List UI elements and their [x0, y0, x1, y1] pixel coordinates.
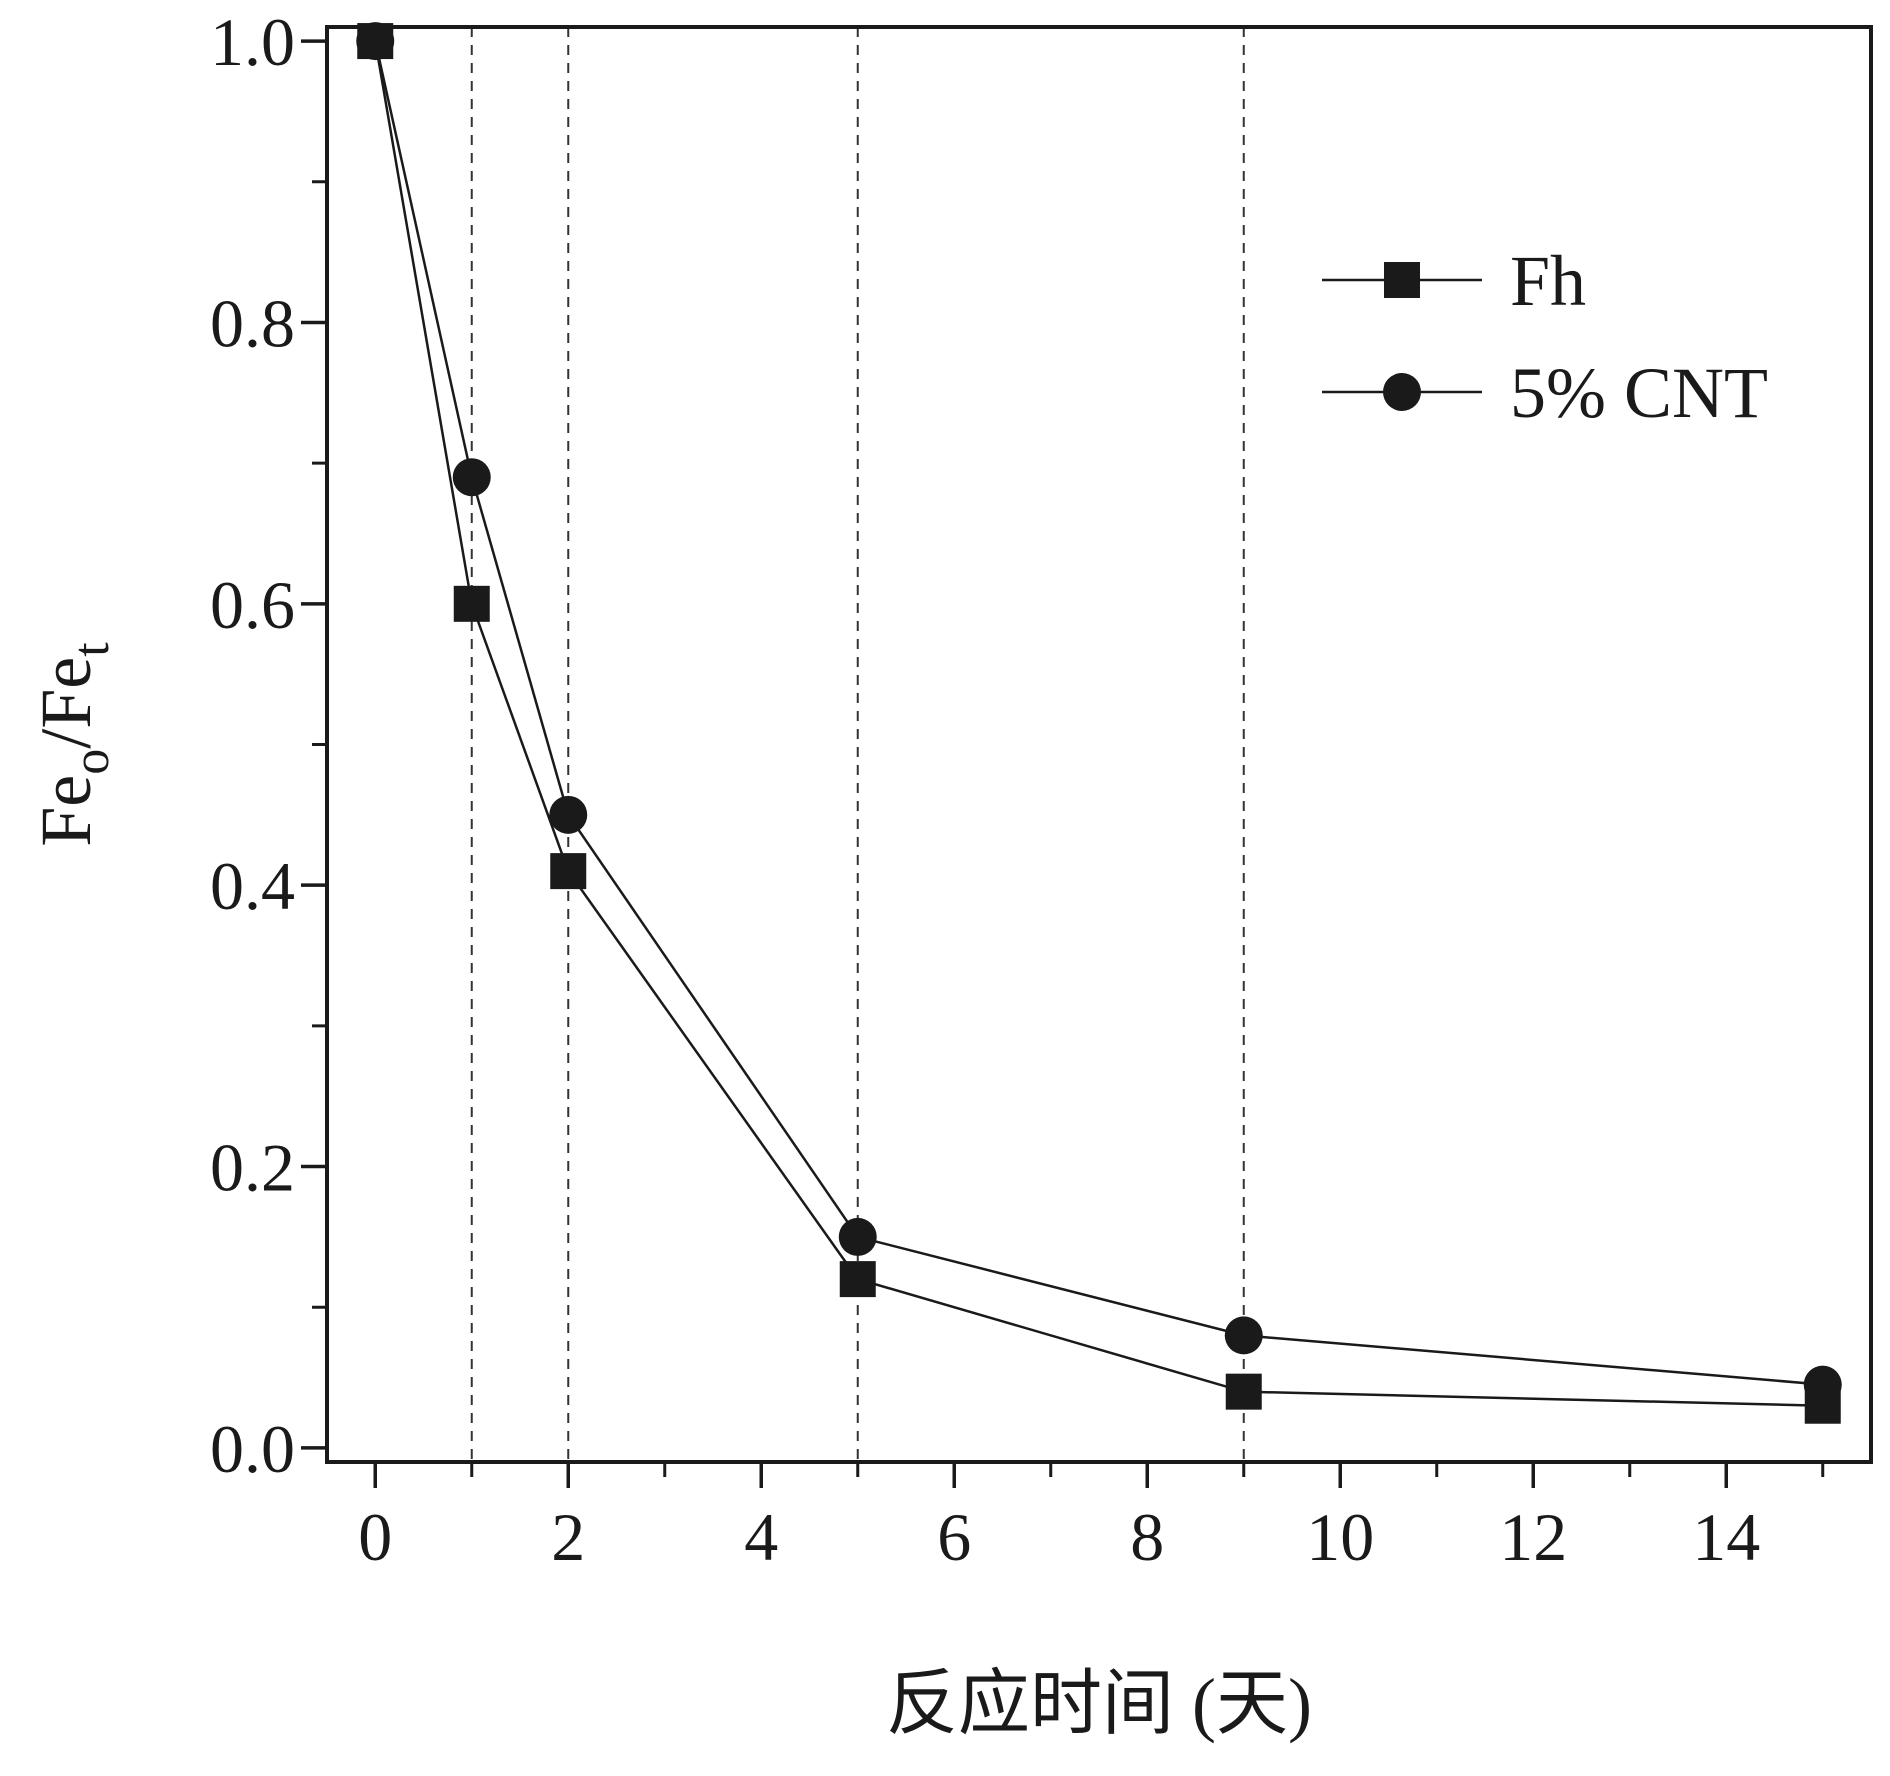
data-point-5-cnt: [356, 22, 395, 61]
y-axis-title-sub2: t: [63, 642, 120, 657]
data-point-5-cnt: [1803, 1365, 1842, 1404]
x-axis-title: 反应时间 (天): [886, 1664, 1312, 1744]
series-line-5-cnt: [374, 40, 1823, 1386]
y-axis-title-main: Fe: [26, 775, 106, 847]
y-tick-label: 0.8: [210, 285, 295, 361]
y-axis-title-mid: /Fe: [26, 657, 106, 749]
x-tick-label: 14: [1692, 1499, 1760, 1575]
y-tick-label: 0.6: [210, 567, 295, 643]
legend: Fh 5% CNT: [1322, 241, 1768, 433]
x-tick-label: 10: [1306, 1499, 1374, 1575]
y-axis-title: Feo/Fet: [26, 642, 120, 847]
data-point-5-cnt: [452, 458, 491, 497]
x-tick-label: 6: [937, 1499, 971, 1575]
y-axis-title-sub1: o: [63, 749, 120, 775]
data-point-fh: [1225, 1373, 1262, 1410]
data-point-5-cnt: [549, 795, 588, 834]
axis-ticks: 0 2 4 6 8 10 12 14 0.0 0.2 0.4 0.6 0.8 1.0: [210, 4, 1825, 1575]
legend-marker-circle: [1383, 373, 1421, 411]
y-tick-label: 1.0: [210, 4, 295, 80]
y-tick-label: 0.4: [210, 848, 295, 924]
data-point-fh: [453, 585, 490, 622]
x-tick-label: 0: [358, 1499, 392, 1575]
x-tick-label: 8: [1130, 1499, 1164, 1575]
legend-label-cnt: 5% CNT: [1510, 353, 1768, 433]
legend-label-fh: Fh: [1510, 241, 1586, 321]
legend-marker-square: [1384, 262, 1420, 298]
data-point-fh: [839, 1261, 876, 1298]
plot-frame: [325, 25, 1873, 1464]
data-point-fh: [550, 853, 587, 890]
data-point-5-cnt: [1224, 1316, 1263, 1355]
series-layer: [356, 22, 1842, 1424]
data-point-5-cnt: [838, 1217, 877, 1256]
x-tick-label: 2: [551, 1499, 585, 1575]
x-tick-label: 4: [744, 1499, 778, 1575]
y-tick-label: 0.0: [210, 1411, 295, 1487]
series-line-fh: [374, 40, 1823, 1407]
y-tick-label: 0.2: [210, 1130, 295, 1206]
x-tick-label: 12: [1499, 1499, 1567, 1575]
